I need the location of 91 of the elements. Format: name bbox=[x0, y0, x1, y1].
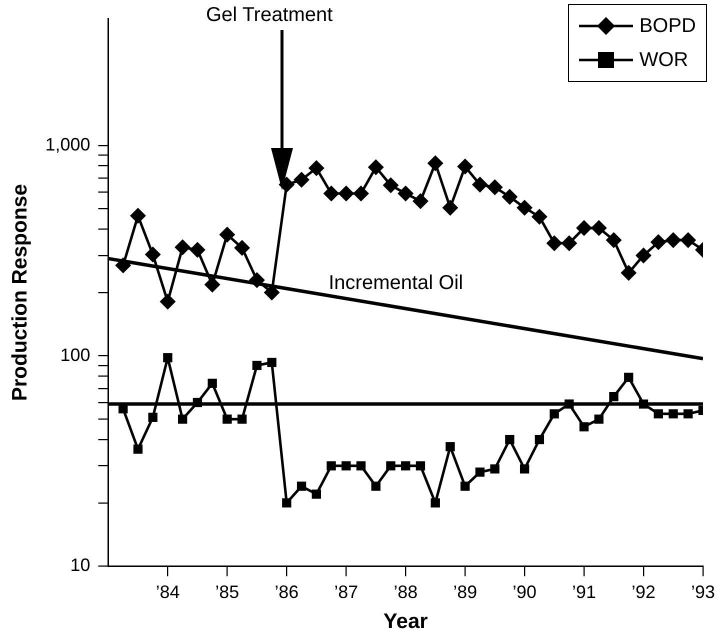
x-tick-label: ’89 bbox=[453, 582, 478, 602]
point bbox=[219, 226, 236, 243]
y-tick-label: 10 bbox=[70, 555, 90, 576]
x-tick-label: ’84 bbox=[156, 582, 180, 602]
point bbox=[398, 186, 414, 202]
point bbox=[550, 409, 559, 418]
point bbox=[486, 179, 503, 196]
point bbox=[353, 186, 370, 202]
point bbox=[546, 235, 562, 252]
point bbox=[531, 208, 548, 225]
series-label: Incremental Oil bbox=[328, 272, 464, 294]
x-tick-label: ’87 bbox=[334, 582, 358, 602]
point bbox=[416, 461, 426, 470]
point bbox=[234, 240, 250, 256]
point bbox=[534, 434, 544, 444]
point bbox=[654, 409, 663, 418]
x-tick-label: ’93 bbox=[690, 582, 716, 602]
point bbox=[412, 193, 428, 210]
point bbox=[442, 200, 458, 216]
point bbox=[237, 414, 247, 424]
point bbox=[130, 208, 146, 224]
point bbox=[430, 498, 440, 508]
point bbox=[668, 409, 678, 418]
y-axis-title: Production Response bbox=[8, 184, 32, 402]
x-tick-label: ’92 bbox=[632, 582, 656, 602]
point bbox=[204, 276, 220, 293]
point bbox=[312, 490, 321, 499]
point bbox=[472, 176, 488, 193]
point bbox=[665, 232, 682, 248]
point bbox=[620, 264, 637, 281]
point bbox=[308, 160, 324, 176]
point bbox=[163, 353, 172, 362]
x-tick-label: ’91 bbox=[572, 582, 596, 602]
point bbox=[371, 482, 380, 491]
point bbox=[502, 188, 518, 205]
point bbox=[338, 186, 354, 202]
point bbox=[282, 498, 292, 508]
point bbox=[323, 186, 340, 202]
point bbox=[386, 461, 396, 470]
point bbox=[296, 482, 306, 491]
point bbox=[342, 461, 351, 470]
point bbox=[133, 444, 143, 454]
x-tick-label: ’85 bbox=[215, 582, 240, 602]
legend-label: WOR bbox=[639, 48, 688, 72]
point bbox=[208, 378, 217, 388]
x-axis-title: Year bbox=[383, 610, 428, 634]
point bbox=[636, 247, 652, 264]
point bbox=[174, 239, 191, 256]
point bbox=[252, 360, 262, 370]
point bbox=[490, 464, 500, 474]
point bbox=[680, 232, 696, 248]
point bbox=[561, 235, 578, 252]
x-tick-label: ’86 bbox=[274, 582, 299, 602]
point bbox=[520, 464, 530, 474]
point bbox=[248, 272, 265, 288]
point bbox=[624, 372, 634, 382]
point bbox=[401, 461, 410, 470]
point bbox=[684, 409, 693, 418]
point bbox=[590, 220, 607, 236]
x-tick-label: ’90 bbox=[512, 582, 537, 602]
legend-label: BOPD bbox=[639, 14, 696, 38]
point bbox=[427, 155, 444, 172]
point bbox=[460, 482, 470, 491]
point bbox=[576, 220, 592, 236]
point bbox=[579, 422, 589, 432]
point bbox=[160, 294, 176, 310]
point bbox=[606, 232, 622, 248]
point bbox=[356, 461, 366, 470]
point bbox=[326, 461, 336, 470]
x-tick-label: ’88 bbox=[394, 582, 418, 602]
y-tick-label: 1,000 bbox=[45, 134, 90, 154]
point bbox=[457, 158, 474, 175]
point bbox=[115, 257, 132, 274]
point bbox=[475, 468, 485, 477]
point bbox=[294, 172, 310, 188]
point bbox=[382, 177, 399, 194]
point bbox=[148, 412, 158, 422]
point bbox=[267, 358, 276, 368]
point bbox=[222, 414, 232, 424]
point bbox=[446, 442, 455, 452]
point bbox=[368, 159, 384, 176]
point bbox=[178, 414, 188, 424]
point bbox=[609, 392, 618, 402]
point bbox=[516, 200, 533, 216]
point bbox=[189, 242, 206, 258]
point bbox=[505, 434, 514, 444]
point bbox=[144, 246, 161, 263]
annotation: Gel Treatment bbox=[206, 4, 333, 27]
point bbox=[650, 234, 666, 250]
y-tick-label: 100 bbox=[60, 344, 90, 365]
point bbox=[594, 414, 604, 424]
